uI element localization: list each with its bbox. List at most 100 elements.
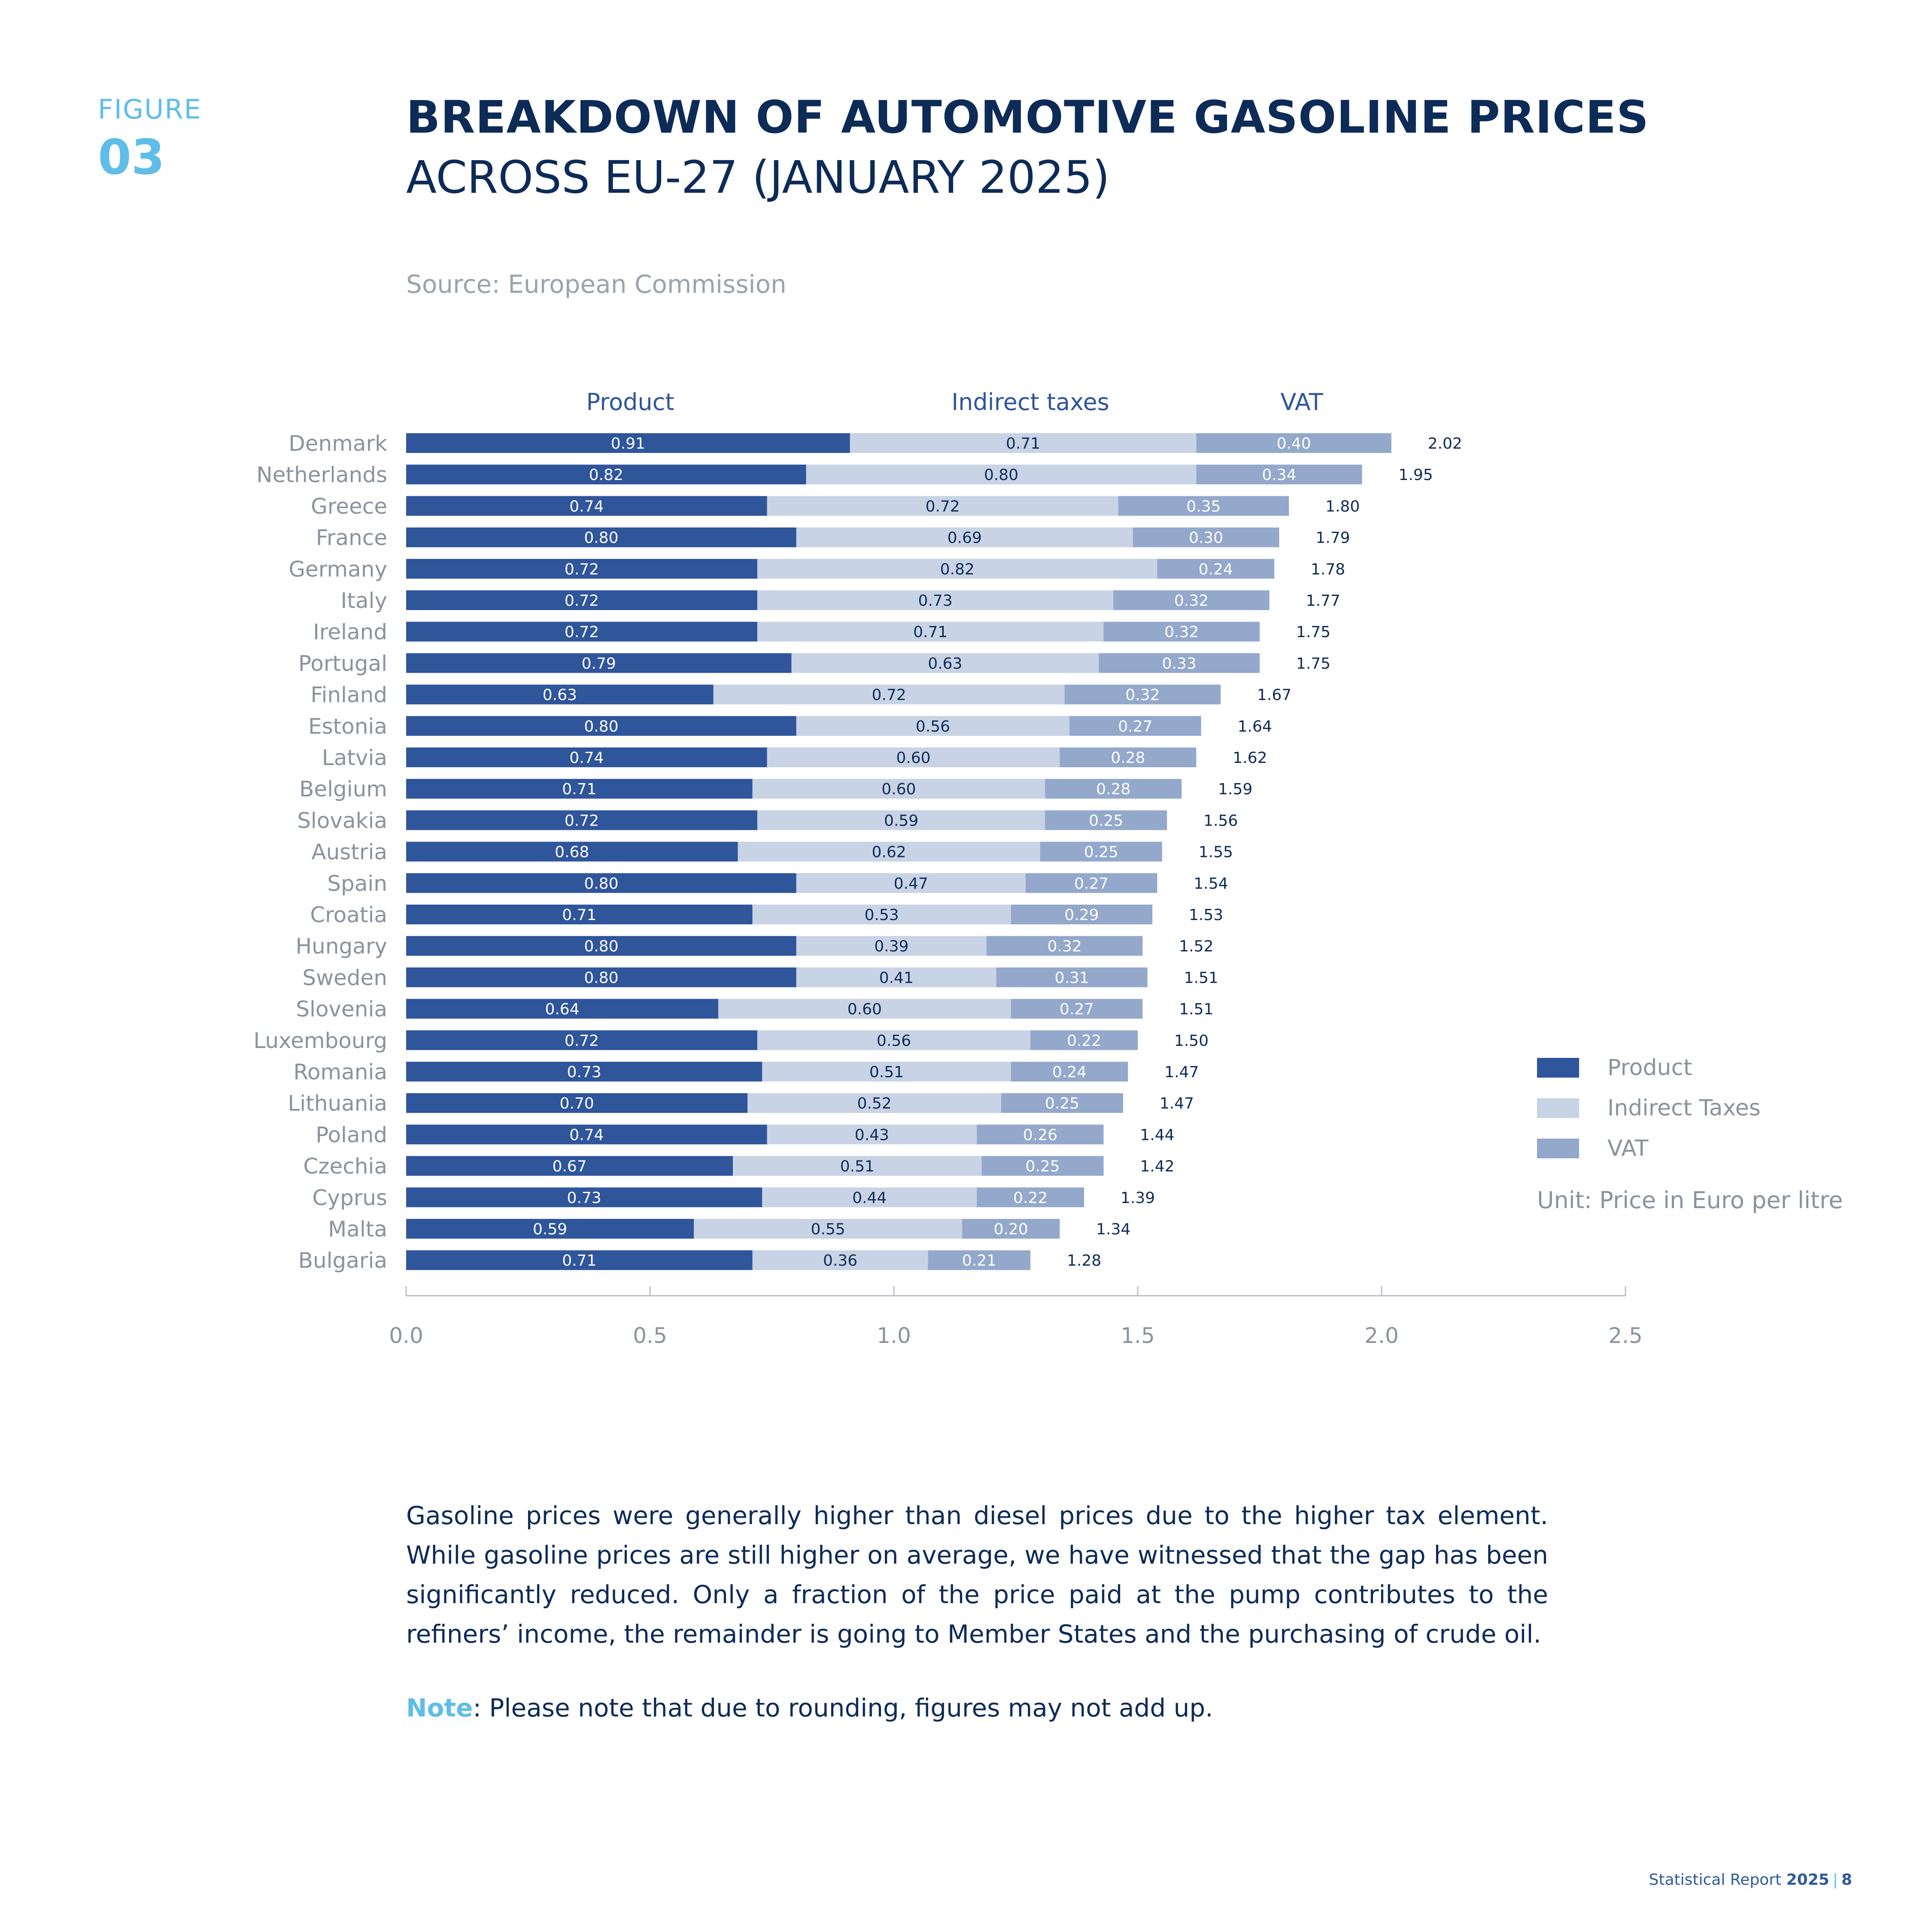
data-label-product-spain: 0.80 [584,875,618,893]
data-label-product-lithuania: 0.70 [560,1095,594,1112]
data-label-vat-austria: 0.25 [1084,844,1118,861]
total-label-lithuania: 1.47 [1160,1095,1194,1112]
bar-indirect-taxes-cyprus [762,1187,977,1207]
data-label-indirect-taxes-croatia: 0.53 [865,906,899,924]
data-label-vat-germany: 0.24 [1199,561,1233,578]
bar-vat-luxembourg [1030,1030,1138,1050]
x-tick-label-2: 1.0 [877,1323,911,1348]
chart-legend: Product Indirect Taxes VAT [1537,1048,1761,1169]
bar-indirect-taxes-bulgaria [752,1250,928,1270]
bar-vat-spain [1025,873,1157,893]
bar-vat-netherlands [1196,465,1362,485]
category-label-romania: Romania [293,1060,387,1084]
bar-vat-cyprus [977,1187,1084,1207]
data-label-indirect-taxes-portugal: 0.63 [928,655,962,672]
total-label-spain: 1.54 [1194,875,1228,893]
category-label-belgium: Belgium [299,777,387,802]
data-label-vat-france: 0.30 [1189,529,1223,547]
bar-vat-greece [1118,496,1289,516]
bar-vat-belgium [1045,779,1182,799]
legend-item-vat: VAT [1537,1128,1761,1169]
bar-vat-romania [1011,1062,1128,1081]
figure-number: 03 [98,130,165,185]
total-label-germany: 1.78 [1311,561,1345,578]
bar-indirect-taxes-czechia [733,1156,982,1176]
data-label-indirect-taxes-bulgaria: 0.36 [823,1252,857,1270]
legend-label-vat: VAT [1607,1136,1649,1161]
category-label-bulgaria: Bulgaria [298,1248,387,1273]
data-label-vat-bulgaria: 0.21 [962,1252,996,1270]
total-label-poland: 1.44 [1140,1126,1174,1144]
data-label-product-greece: 0.74 [569,498,604,515]
bar-vat-austria [1040,841,1162,862]
category-label-czechia: Czechia [303,1154,387,1179]
data-label-indirect-taxes-greece: 0.72 [926,498,960,515]
total-label-austria: 1.55 [1199,844,1233,861]
data-label-vat-lithuania: 0.25 [1045,1095,1079,1112]
legend-swatch-indirect-taxes [1537,1098,1579,1118]
bar-vat-france [1133,527,1279,547]
legend-swatch-product [1537,1058,1579,1078]
body-paragraph: Gasoline prices were generally higher th… [406,1501,1548,1649]
data-label-indirect-taxes-poland: 0.43 [855,1126,889,1144]
bar-product-czechia [406,1156,733,1176]
bar-vat-sweden [996,967,1148,987]
category-label-france: France [316,526,387,550]
bar-product-poland [406,1124,767,1145]
note-text: : Please note that due to rounding, figu… [473,1693,1213,1722]
bar-product-germany [406,559,757,579]
data-label-vat-malta: 0.20 [994,1221,1028,1238]
category-label-croatia: Croatia [310,902,387,927]
data-label-vat-ireland: 0.32 [1164,623,1199,641]
bar-vat-poland [977,1124,1104,1145]
data-label-vat-spain: 0.27 [1074,875,1109,893]
bar-product-spain [406,873,796,893]
total-label-netherlands: 1.95 [1398,466,1433,484]
total-label-slovakia: 1.56 [1203,812,1238,829]
bar-product-latvia [406,747,767,767]
data-label-vat-slovenia: 0.27 [1060,1001,1094,1018]
category-label-malta: Malta [328,1217,387,1242]
bar-indirect-taxes-malta [694,1219,963,1239]
bar-product-belgium [406,779,753,799]
x-tick-label-3: 1.5 [1121,1323,1155,1348]
data-label-vat-italy: 0.32 [1174,592,1209,610]
data-label-product-croatia: 0.71 [562,906,596,924]
chart-source: Source: European Commission [406,270,787,299]
data-label-indirect-taxes-slovakia: 0.59 [884,812,918,829]
bar-vat-italy [1113,590,1270,610]
data-label-indirect-taxes-estonia: 0.56 [916,718,950,735]
bar-vat-czechia [981,1156,1104,1176]
bar-product-austria [406,841,738,862]
total-label-ireland: 1.75 [1296,623,1331,641]
data-label-indirect-taxes-denmark: 0.71 [1006,435,1040,453]
bar-indirect-taxes-austria [738,841,1040,862]
data-label-vat-cyprus: 0.22 [1013,1189,1048,1207]
series-header-product: Product [586,389,674,416]
bar-product-slovakia [406,810,757,830]
data-label-vat-slovakia: 0.25 [1089,812,1123,829]
category-label-portugal: Portugal [298,651,387,676]
bar-product-cyprus [406,1187,762,1207]
data-label-product-hungary: 0.80 [584,938,618,955]
bar-product-greece [406,496,767,516]
data-label-product-luxembourg: 0.72 [565,1032,599,1050]
data-label-indirect-taxes-ireland: 0.71 [913,623,948,641]
bar-product-romania [406,1062,762,1081]
bar-product-malta [406,1219,694,1239]
data-label-product-latvia: 0.74 [569,749,604,767]
bar-product-ireland [406,622,757,642]
bar-indirect-taxes-italy [757,590,1114,610]
unit-label: Unit: Price in Euro per litre [1537,1187,1843,1214]
series-header-vat: VAT [1280,389,1323,416]
bar-indirect-taxes-denmark [850,433,1197,453]
bar-product-finland [406,684,714,705]
data-label-indirect-taxes-latvia: 0.60 [896,749,930,767]
bar-indirect-taxes-spain [796,873,1026,893]
legend-label-indirect-taxes: Indirect Taxes [1607,1095,1761,1121]
category-label-hungary: Hungary [295,934,387,959]
data-label-product-portugal: 0.79 [582,655,616,672]
category-label-ireland: Ireland [313,620,387,644]
total-label-latvia: 1.62 [1233,749,1267,767]
data-label-vat-portugal: 0.33 [1162,655,1196,672]
